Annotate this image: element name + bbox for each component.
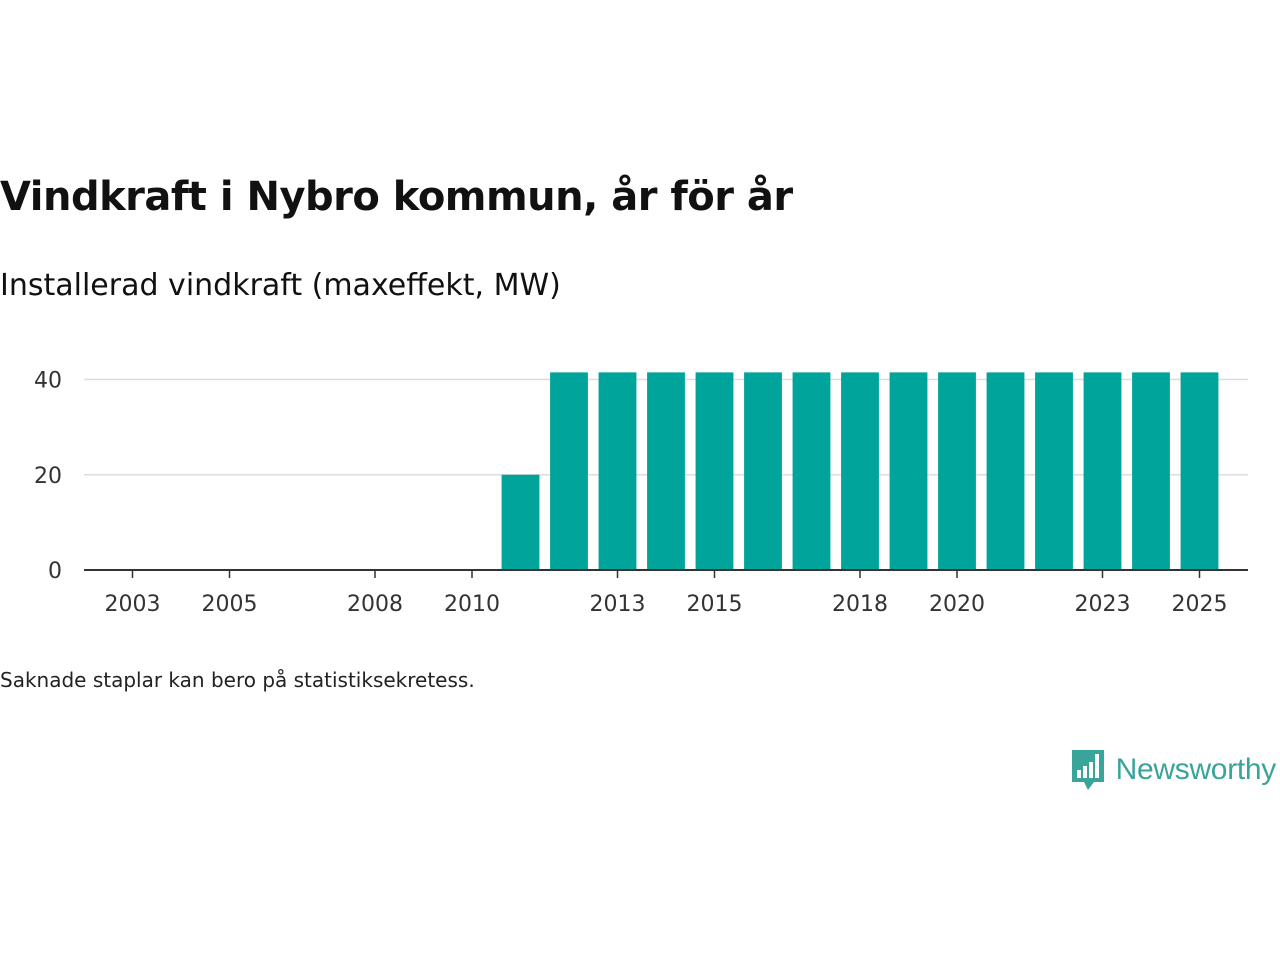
bar (744, 372, 782, 570)
chart-subtitle: Installerad vindkraft (maxeffekt, MW) (0, 268, 561, 303)
x-tick-label: 2023 (1075, 592, 1131, 617)
x-tick-label: 2008 (347, 592, 403, 617)
bar (1132, 372, 1170, 570)
bar (1083, 372, 1122, 570)
x-tick-label: 2013 (590, 592, 646, 617)
x-tick-label: 2020 (929, 592, 985, 617)
bar (1180, 372, 1219, 570)
bar (986, 372, 1025, 570)
bar (550, 372, 588, 570)
bar (889, 372, 928, 570)
x-tick-label: 2010 (444, 592, 500, 617)
bar (792, 372, 831, 570)
y-tick-label: 20 (34, 464, 62, 489)
x-tick-label: 2015 (687, 592, 743, 617)
bars (501, 372, 1219, 570)
x-tick-label: 2025 (1172, 592, 1228, 617)
bar (1035, 372, 1073, 570)
bar (841, 372, 879, 570)
chart-title: Vindkraft i Nybro kommun, år för år (0, 174, 793, 220)
bar (598, 372, 637, 570)
footnote: Saknade staplar kan bero på statistiksek… (0, 668, 475, 692)
bar-chart: 0 20 40 2003 2005 2008 2010 2013 2015 2018 2020 202… (34, 369, 1248, 617)
brand-logo: Newsworthy (1070, 748, 1276, 792)
bar (501, 474, 540, 570)
bar (647, 372, 685, 570)
bar (695, 372, 734, 570)
brand-name: Newsworthy (1115, 753, 1277, 786)
x-tick-label: 2005 (202, 592, 258, 617)
bar (938, 372, 976, 570)
x-tick-label: 2003 (105, 592, 161, 617)
x-tick-label: 2018 (832, 592, 888, 617)
y-tick-label: 40 (34, 369, 62, 394)
newsworthy-logo-icon (1071, 750, 1104, 790)
axes: 0 20 40 2003 2005 2008 2010 2013 2015 2018 2020 202… (34, 369, 1248, 617)
y-tick-label: 0 (48, 559, 62, 584)
